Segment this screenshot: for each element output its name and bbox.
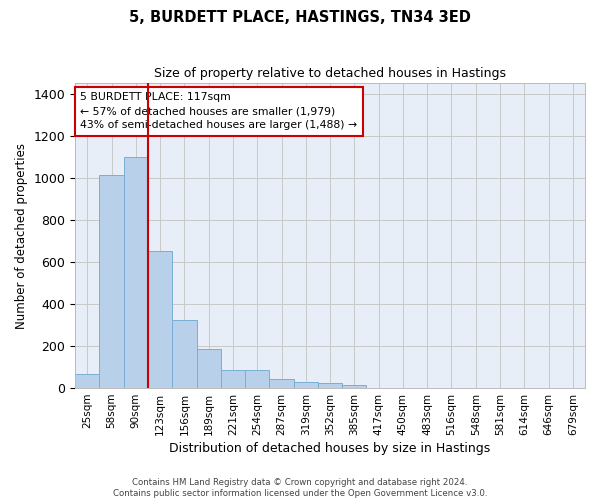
Bar — [197, 349, 221, 388]
Text: 5, BURDETT PLACE, HASTINGS, TN34 3ED: 5, BURDETT PLACE, HASTINGS, TN34 3ED — [129, 10, 471, 25]
Bar — [172, 320, 197, 388]
X-axis label: Distribution of detached houses by size in Hastings: Distribution of detached houses by size … — [169, 442, 491, 455]
Bar — [75, 374, 100, 388]
Bar — [293, 382, 318, 388]
Bar — [100, 174, 124, 388]
Bar — [124, 156, 148, 388]
Bar — [342, 385, 367, 388]
Bar — [221, 370, 245, 388]
Text: Contains HM Land Registry data © Crown copyright and database right 2024.
Contai: Contains HM Land Registry data © Crown c… — [113, 478, 487, 498]
Bar — [148, 252, 172, 388]
Y-axis label: Number of detached properties: Number of detached properties — [15, 142, 28, 328]
Bar — [318, 383, 342, 388]
Bar — [269, 378, 293, 388]
Title: Size of property relative to detached houses in Hastings: Size of property relative to detached ho… — [154, 68, 506, 80]
Text: 5 BURDETT PLACE: 117sqm
← 57% of detached houses are smaller (1,979)
43% of semi: 5 BURDETT PLACE: 117sqm ← 57% of detache… — [80, 92, 358, 130]
Bar — [245, 370, 269, 388]
